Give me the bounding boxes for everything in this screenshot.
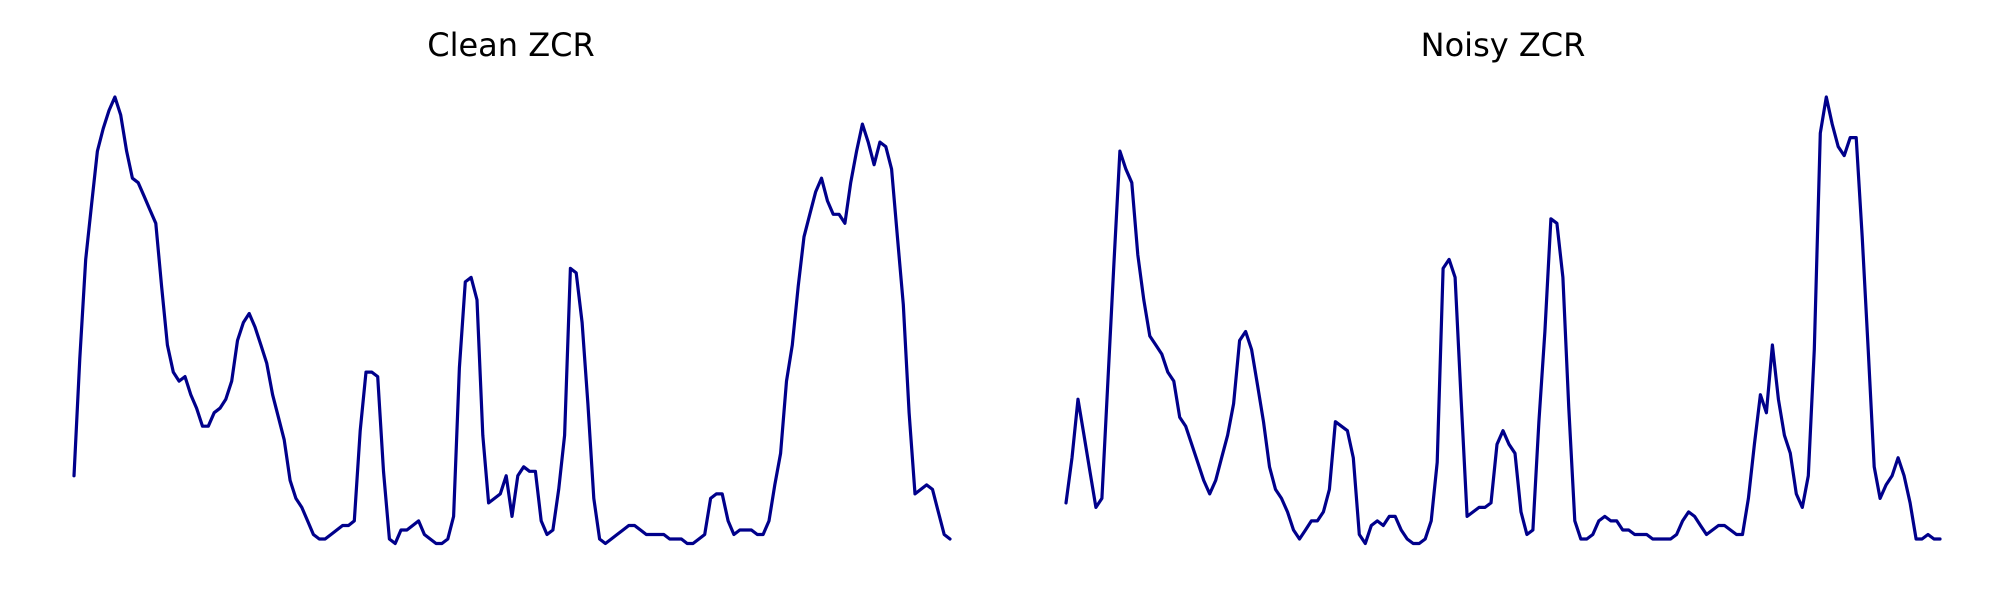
chart-noisy-zcr: Noisy ZCR [1064, 26, 1942, 546]
chart-clean-zcr: Clean ZCR [72, 26, 952, 546]
plot-area-noisy-zcr [1064, 95, 1942, 546]
zcr-series-line [72, 95, 952, 546]
chart-title-noisy-zcr: Noisy ZCR [1421, 26, 1586, 64]
plot-area-clean-zcr [72, 95, 952, 546]
chart-title-clean-zcr: Clean ZCR [427, 26, 594, 64]
zcr-series-line [1064, 95, 1942, 546]
